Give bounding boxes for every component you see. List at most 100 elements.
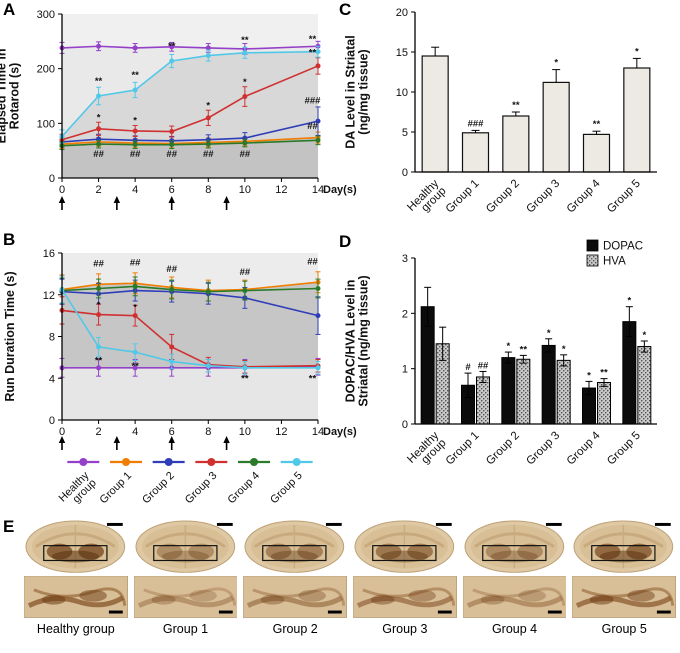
significance-marker: ## — [307, 121, 318, 132]
bar-group-3 — [542, 81, 570, 173]
legend-label-group-3: Group 3 — [183, 470, 220, 507]
bar-group-4 — [582, 133, 611, 173]
histology-column-healthy-group: Healthy group — [24, 519, 128, 636]
scale-bar — [547, 610, 562, 614]
category-label-group-3: Group 3 — [524, 178, 562, 216]
y-axis-label: DA Level in Striatal(ng/mg tissue) — [344, 35, 371, 148]
x-tick-label: 10 — [239, 426, 251, 438]
inset-box — [591, 545, 656, 562]
significance-marker: * — [635, 46, 639, 57]
y-tick-label: 10 — [396, 87, 408, 99]
y-axis-label: Run Duration Time (s) — [3, 271, 17, 401]
legend-label-healthy-group: Healthygroup — [57, 469, 100, 512]
category-label-group-4: Group 4 — [565, 177, 603, 215]
dopac-hva-bar-chart: Healthygroup# ##Group 1* **Group 2**Group … — [344, 239, 657, 468]
panel-label-a: A — [3, 0, 16, 19]
brain-section-image — [464, 520, 564, 573]
significance-marker: ** — [241, 373, 249, 384]
y-tick-label: 3 — [402, 253, 408, 265]
scale-bar — [218, 610, 233, 614]
histology-column-group-1: Group 1 — [133, 519, 238, 636]
scale-bar — [106, 522, 123, 526]
significance-marker: ## — [166, 149, 177, 160]
bar-hva-group-3 — [556, 359, 571, 425]
panel-label-d: D — [339, 232, 352, 251]
bar-group-5 — [623, 67, 651, 173]
significance-marker: ** — [309, 373, 317, 384]
injection-arrow-icon — [223, 196, 230, 203]
brain-section-image — [244, 520, 345, 573]
scale-bar — [657, 610, 672, 614]
category-label-group-4: Group 4 — [565, 429, 603, 467]
significance-marker: * — [642, 330, 646, 341]
category-label-group-5: Group 5 — [605, 178, 643, 216]
scale-bar — [216, 522, 233, 526]
panel-label-e: E — [3, 517, 15, 536]
significance-marker: ## — [130, 149, 141, 160]
category-label-group-2: Group 2 — [484, 430, 522, 468]
histology-label: Healthy group — [36, 621, 115, 636]
x-tick-label: 2 — [96, 184, 102, 196]
y-tick-label: 0 — [49, 415, 55, 427]
bar-hva-group-5 — [637, 346, 652, 425]
histology-label: Group 3 — [382, 621, 428, 636]
category-label-group-3: Group 3 — [524, 430, 562, 468]
brain-inset-zoom-image — [353, 576, 457, 618]
y-tick-label: 20 — [396, 7, 408, 19]
injection-arrow-icon — [113, 436, 121, 443]
category-label-group-1: Group 1 — [444, 178, 482, 216]
x-tick-label: 14 — [312, 184, 324, 196]
significance-marker: ** — [131, 361, 139, 372]
legend-label-group-5: Group 5 — [268, 470, 305, 507]
scale-bar — [655, 522, 672, 526]
category-label-group-2: Group 2 — [484, 178, 522, 216]
significance-marker: ### — [468, 118, 485, 129]
histology-label: Group 2 — [272, 621, 318, 636]
category-label-healthy-group: Healthygroup — [405, 177, 449, 221]
panel-label-c: C — [339, 0, 352, 19]
y-tick-label: 2 — [402, 308, 408, 320]
significance-marker: ** — [309, 34, 317, 45]
brain-section-image — [354, 520, 455, 573]
significance-marker: ** — [95, 76, 103, 87]
histology-column-group-2: Group 2 — [243, 519, 348, 636]
histology-panel: Healthy group Group 1 Group 2 Group 3 Group … — [24, 519, 677, 636]
injection-arrow-icon — [113, 196, 121, 203]
y-tick-label: 300 — [37, 9, 55, 21]
bar-group-2 — [502, 115, 530, 173]
significance-marker: ## — [478, 360, 489, 371]
significance-marker: ## — [130, 258, 141, 269]
significance-marker: * — [562, 344, 566, 355]
run-duration-line-chart: 0 2 4 6 8 10 12 14 0 4 8 12 16 Day(s) ## ## ## ## ## ** ** **… — [3, 248, 357, 512]
significance-marker: ** — [600, 368, 608, 379]
significance-marker: ## — [93, 149, 104, 160]
significance-marker: ** — [593, 119, 601, 130]
x-tick-label: 12 — [275, 426, 287, 438]
bar-group-1 — [461, 132, 490, 173]
significance-marker: • — [97, 298, 101, 309]
inset-box — [152, 545, 218, 562]
y-tick-label: 5 — [402, 127, 408, 139]
y-tick-label: 100 — [37, 118, 55, 130]
brain-inset-zoom-image — [133, 576, 238, 618]
brain-inset-zoom-image — [24, 576, 128, 618]
legend-label-group-1: Group 1 — [98, 470, 135, 507]
significance-marker: ** — [309, 48, 317, 59]
significance-marker: * — [97, 113, 101, 124]
x-tick-label: 2 — [96, 426, 102, 438]
x-tick-label: 12 — [275, 184, 287, 196]
x-tick-label: 8 — [205, 184, 211, 196]
legend-label-group-2: Group 2 — [140, 470, 177, 507]
x-tick-label: 14 — [312, 426, 324, 438]
significance-marker: * — [547, 328, 551, 339]
significance-marker: ** — [512, 100, 520, 111]
injection-arrow-icon — [58, 436, 66, 443]
brain-section-image — [25, 520, 126, 573]
x-tick-label: 0 — [59, 426, 65, 438]
histology-column-group-3: Group 3 — [353, 519, 457, 636]
significance-marker: ** — [95, 356, 103, 367]
bar-hva-group-2 — [516, 358, 531, 425]
significance-marker: ## — [166, 264, 177, 275]
